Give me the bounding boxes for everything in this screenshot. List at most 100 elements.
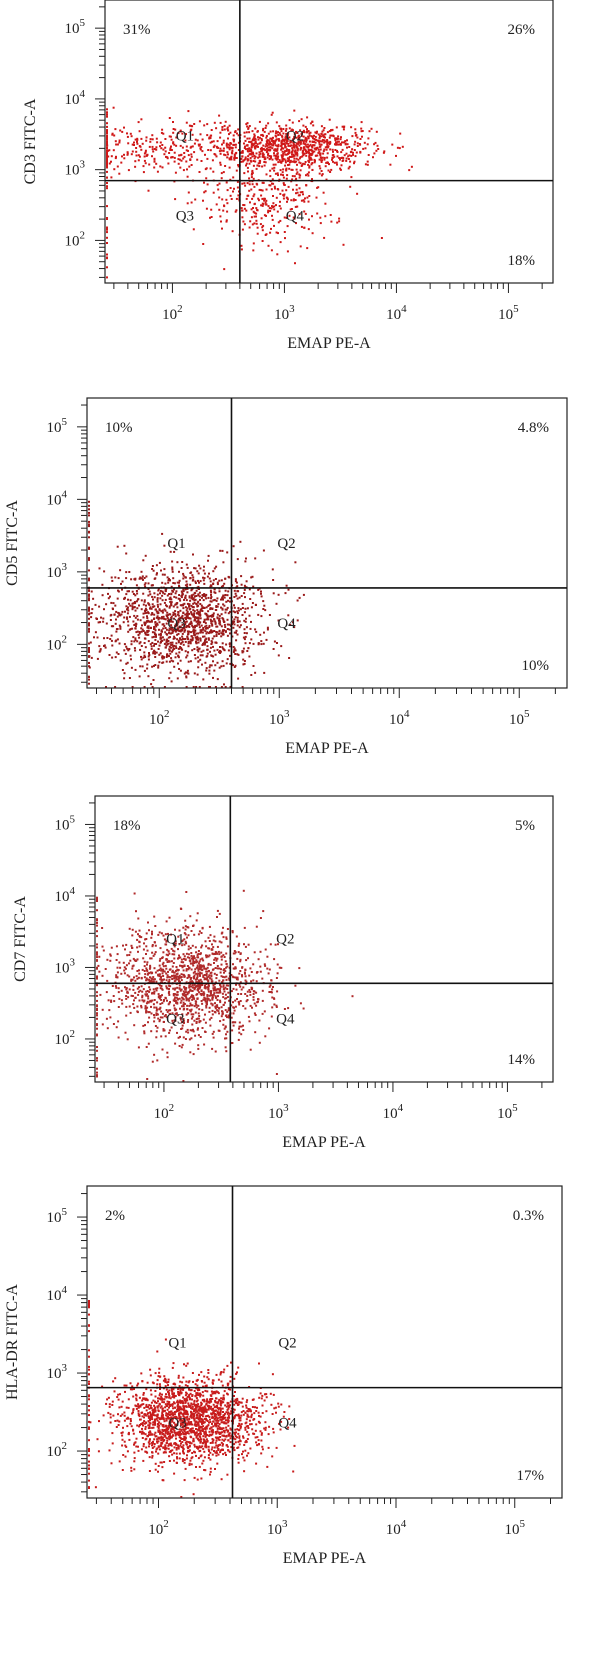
- event-point: [130, 135, 133, 138]
- event-point: [237, 1038, 240, 1041]
- event-point: [171, 965, 174, 968]
- event-point: [133, 141, 135, 144]
- event-point: [187, 672, 190, 675]
- event-point: [281, 189, 284, 192]
- event-point: [169, 620, 172, 623]
- event-point: [184, 638, 187, 640]
- event-point: [94, 603, 97, 606]
- event-point: [99, 649, 102, 652]
- event-point: [145, 609, 148, 611]
- event-point: [333, 155, 336, 158]
- event-point: [134, 594, 137, 597]
- event-point: [284, 129, 287, 132]
- event-point: [141, 575, 144, 578]
- event-point: [298, 161, 301, 164]
- event-point: [273, 142, 276, 145]
- event-point: [285, 169, 288, 172]
- event-point: [127, 169, 130, 172]
- event-point: [140, 1432, 143, 1435]
- event-point: [198, 588, 200, 590]
- event-point: [225, 978, 228, 981]
- event-point: [88, 589, 90, 592]
- event-point: [215, 958, 218, 961]
- event-point: [133, 1451, 136, 1454]
- event-point: [153, 157, 156, 160]
- event-point: [199, 1036, 202, 1038]
- event-point: [226, 945, 229, 948]
- event-point: [186, 202, 189, 205]
- event-point: [176, 677, 179, 680]
- event-point: [96, 924, 98, 927]
- x-tick-label: 102: [149, 708, 170, 728]
- event-point: [186, 926, 189, 928]
- event-point: [241, 686, 244, 688]
- event-point: [142, 612, 145, 615]
- event-point: [236, 597, 239, 600]
- event-point: [190, 635, 193, 638]
- event-point: [144, 623, 146, 626]
- event-point: [200, 604, 203, 607]
- event-point: [181, 1043, 184, 1046]
- event-point: [131, 150, 134, 153]
- event-point: [188, 997, 191, 1000]
- event-point: [176, 1410, 179, 1413]
- event-point: [167, 162, 170, 165]
- event-point: [174, 1431, 177, 1434]
- event-point: [315, 148, 318, 151]
- event-point: [165, 979, 168, 982]
- event-point: [337, 135, 340, 138]
- event-point: [204, 622, 207, 625]
- event-point: [336, 151, 339, 153]
- event-point: [193, 974, 196, 977]
- x-tick-label: 104: [389, 708, 410, 728]
- event-point: [186, 1004, 189, 1007]
- event-point: [311, 120, 314, 123]
- event-point: [230, 146, 233, 149]
- event-point: [115, 639, 118, 642]
- event-point: [237, 607, 240, 610]
- event-point: [168, 1009, 170, 1012]
- event-point: [182, 1001, 185, 1004]
- event-point: [336, 149, 338, 152]
- event-point: [138, 604, 140, 607]
- event-point: [328, 118, 331, 121]
- event-point: [353, 149, 356, 151]
- event-point: [265, 1410, 268, 1413]
- event-point: [193, 957, 196, 960]
- event-point: [211, 1004, 214, 1007]
- event-point: [150, 972, 153, 975]
- event-point: [279, 207, 282, 210]
- event-point: [269, 130, 272, 133]
- event-point: [229, 142, 232, 144]
- event-point: [185, 891, 188, 893]
- event-point: [179, 1018, 182, 1021]
- event-point: [318, 137, 321, 140]
- event-point: [202, 635, 204, 638]
- event-point: [184, 617, 187, 620]
- event-point: [194, 582, 197, 584]
- event-point: [172, 645, 175, 648]
- event-point: [183, 965, 186, 967]
- event-point: [175, 1001, 178, 1004]
- event-point: [142, 165, 145, 168]
- event-point: [285, 148, 288, 151]
- event-point: [130, 978, 133, 981]
- quadrant-label-q1: Q1: [176, 129, 194, 145]
- event-point: [291, 149, 294, 152]
- event-point: [172, 605, 175, 608]
- event-point: [115, 651, 118, 654]
- event-point: [332, 154, 335, 156]
- event-point: [198, 564, 201, 567]
- event-point: [186, 636, 189, 639]
- event-point: [222, 171, 225, 174]
- event-point: [96, 1049, 98, 1052]
- event-point: [257, 138, 260, 141]
- event-point: [253, 133, 256, 136]
- event-point: [303, 139, 306, 142]
- event-point: [227, 649, 230, 652]
- event-point: [250, 176, 253, 179]
- event-point: [183, 630, 186, 633]
- event-point: [131, 143, 134, 146]
- event-point: [160, 998, 163, 1001]
